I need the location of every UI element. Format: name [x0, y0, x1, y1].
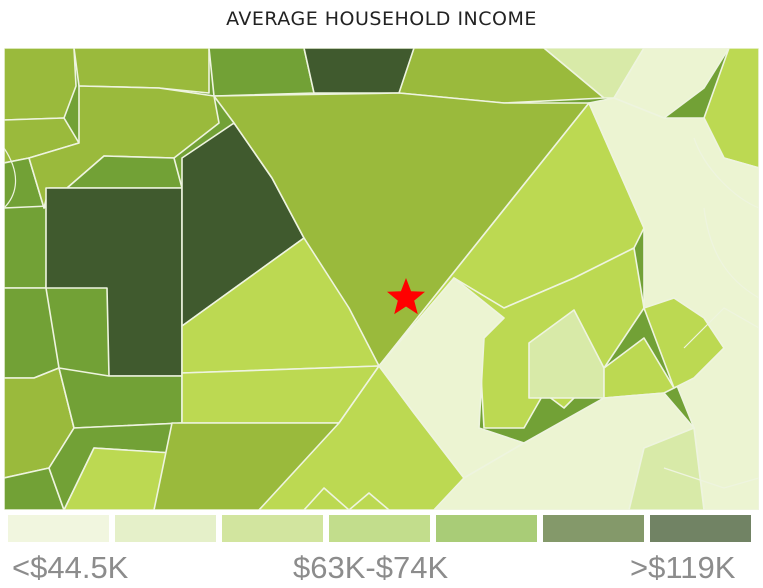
legend-swatch-5 [436, 515, 537, 542]
legend-swatch-6 [543, 515, 644, 542]
tract-diagonal-light[interactable] [378, 277, 525, 479]
boundary-line-c [703, 207, 759, 299]
boundary-line-d [683, 307, 759, 349]
legend-swatch-1 [8, 515, 109, 542]
tract-top-b[interactable] [73, 48, 210, 94]
legend-swatch-7 [650, 515, 751, 542]
tract-lower-left-d[interactable] [63, 447, 173, 510]
legend-swatch-3 [222, 515, 323, 542]
tract-bottom-small-a[interactable] [303, 487, 350, 510]
boundary-line-e [663, 467, 759, 489]
legend-label-low: <$44.5K [12, 550, 129, 585]
map-canvas [4, 48, 759, 510]
legend-label-mid: $63K-$74K [293, 550, 449, 585]
star-icon[interactable] [387, 278, 425, 315]
tract-center-mid[interactable] [181, 237, 380, 374]
tract-left-b[interactable] [4, 205, 50, 289]
tract-bottom-small-b[interactable] [348, 492, 390, 510]
boundary-line-b [693, 137, 759, 209]
choropleth-map[interactable] [4, 48, 759, 510]
tract-top-d[interactable] [398, 48, 605, 104]
map-title: AVERAGE HOUSEHOLD INCOME [226, 8, 537, 30]
legend-swatch-2 [115, 515, 216, 542]
tract-top-c[interactable] [208, 48, 315, 97]
boundary-line-a [4, 147, 17, 209]
tract-left-e[interactable] [4, 467, 65, 510]
legend-label-high: >$119K [630, 550, 736, 585]
legend-swatch-4 [329, 515, 430, 542]
tract-top-right-light[interactable] [613, 48, 730, 119]
tract-right-mid-d[interactable] [603, 337, 675, 399]
tract-top-left[interactable] [4, 48, 77, 121]
legend-swatches [8, 515, 752, 543]
tract-lower-left-a[interactable] [58, 367, 183, 429]
tract-top-dark[interactable] [303, 48, 415, 94]
